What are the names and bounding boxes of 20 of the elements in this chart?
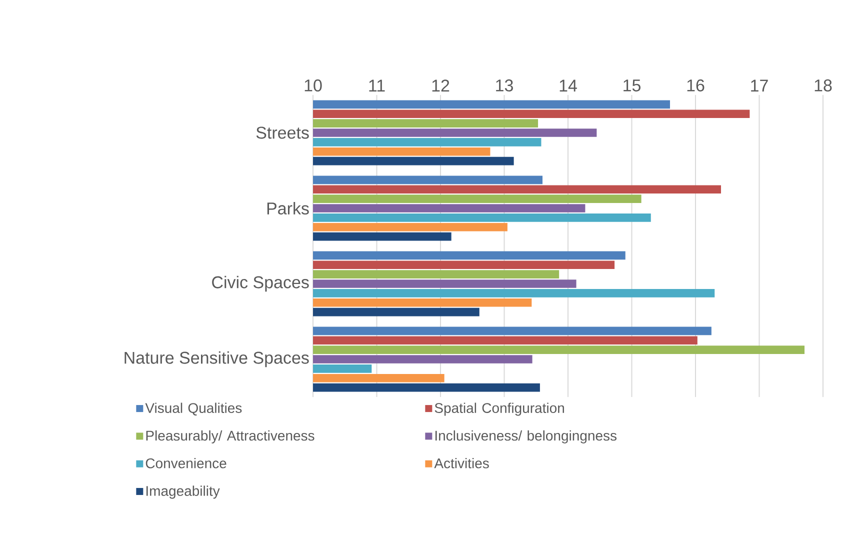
x-tick-label: 10 [304,79,322,92]
y-tick-label: Nature Sensitive Spaces [124,351,309,368]
x-tick-label: 11 [369,80,385,92]
x-tick-label: 18 [814,79,832,92]
legend-label: Activities [434,458,489,468]
y-tick-label: Civic Spaces [212,276,309,292]
y-tick-label: Streets [256,126,309,139]
x-tick-label: 14 [560,80,577,92]
x-tick-label: 12 [432,80,450,92]
legend-label: Convenience [146,458,226,468]
x-tick-label: 16 [687,79,704,92]
legend-label: Inclusiveness/ belongingness [435,430,617,444]
x-tick-label: 13 [496,79,513,92]
legend-label: Visual Qualities [145,402,242,416]
x-tick-label: 17 [751,80,768,92]
legend-label: Pleasurably/ Attractiveness [146,430,314,444]
legend-label: Spatial Configuration [434,402,564,416]
x-tick-label: 15 [624,80,640,92]
legend-label: Imageability [146,486,220,499]
y-tick-label: Parks [267,202,309,215]
